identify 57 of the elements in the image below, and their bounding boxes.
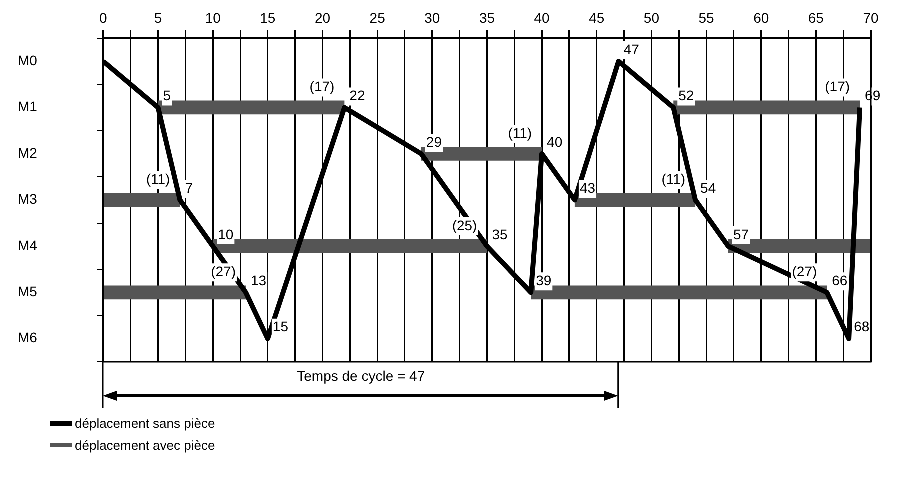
data-label: 66 [832, 272, 848, 289]
data-label: 54 [700, 180, 716, 196]
data-label: 13 [250, 272, 267, 289]
bar [158, 100, 345, 115]
x-tick-label: 60 [754, 10, 770, 26]
bar [531, 286, 828, 300]
data-label: 39 [536, 272, 552, 289]
data-label: 35 [492, 226, 508, 242]
data-label: 47 [624, 41, 640, 58]
data-label: 57 [733, 226, 750, 242]
data-label: 15 [272, 318, 289, 335]
legend-label: déplacement sans pièce [75, 416, 216, 430]
legend-label: déplacement avec pièce [75, 438, 216, 452]
annotation: (17) [825, 78, 850, 95]
x-tick-label: 25 [370, 10, 386, 26]
annotation: (17) [310, 78, 335, 95]
y-tick-label: M2 [18, 144, 38, 161]
data-label: 22 [350, 88, 366, 104]
x-tick-label: 10 [205, 10, 222, 26]
x-tick-label: 20 [314, 10, 331, 26]
x-tick-label: 5 [154, 10, 162, 26]
x-tick-label: 15 [260, 10, 276, 26]
x-tick-label: 30 [424, 10, 440, 26]
annotation: (11) [146, 171, 170, 188]
annotation: (27) [211, 264, 236, 280]
data-label: 43 [580, 180, 596, 196]
text: Temps de cycle = 47 [297, 368, 426, 384]
bar [104, 193, 180, 208]
annotation: (27) [792, 264, 818, 280]
x-tick-label: 55 [698, 10, 715, 26]
x-tick-label: 50 [644, 10, 660, 26]
data-label: 68 [854, 318, 870, 335]
annotation: (25) [452, 217, 478, 234]
annotation: (11) [662, 171, 686, 188]
annotation: (11) [508, 124, 532, 141]
data-label: 5 [163, 88, 172, 104]
x-tick-label: 65 [808, 10, 824, 26]
data-label: 7 [185, 180, 194, 196]
data-label: 29 [426, 134, 442, 150]
y-tick-label: M6 [18, 330, 38, 346]
x-tick-label: 35 [479, 10, 496, 26]
bar [213, 239, 488, 254]
data-label: 52 [678, 88, 694, 104]
x-tick-label: 0 [100, 10, 108, 26]
x-tick-label: 40 [534, 10, 550, 26]
y-tick-label: M5 [18, 284, 38, 300]
data-label: 40 [547, 134, 563, 150]
y-tick-label: M4 [18, 237, 38, 254]
x-tick-label: 45 [589, 10, 605, 26]
data-label: 10 [218, 226, 234, 242]
y-tick-label: M3 [18, 191, 38, 208]
y-tick-label: M1 [18, 98, 38, 115]
bar [421, 147, 542, 161]
bar [674, 100, 860, 115]
y-tick-label: M0 [18, 52, 38, 68]
x-tick-label: 70 [863, 10, 879, 26]
bar [104, 286, 246, 300]
